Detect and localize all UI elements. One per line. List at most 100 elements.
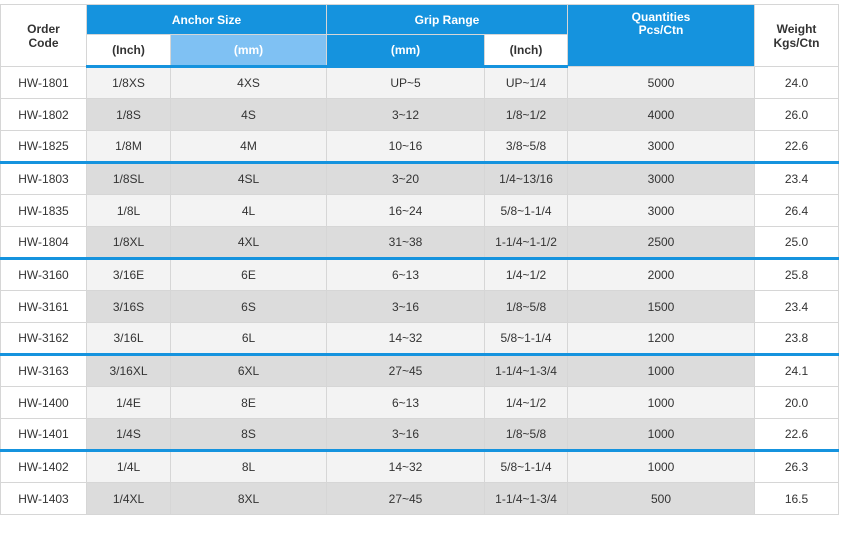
anchor-size-mm-cell: 4XS [169,66,328,99]
grip-range-inch-cell: 1/8~1/2 [484,98,569,131]
weight-cell: 20.0 [754,386,840,419]
order-code-cell: HW-3162 [0,322,87,356]
grip-range-inch-cell: 1-1/4~1-1/2 [484,226,569,260]
weight-cell: 24.0 [754,66,840,99]
anchor-size-inch-cell: 1/8L [86,194,171,227]
anchor-size-mm-cell: 8XL [169,482,328,515]
quantity-cell: 1000 [567,450,756,483]
grip-range-inch-cell: 1/8~5/8 [484,418,569,452]
anchor-size-inch-cell: 1/8SL [86,162,171,195]
weight-cell: 26.4 [754,194,840,227]
grip-range-mm-cell: 14~32 [326,450,486,483]
order-code-cell: HW-1803 [0,162,87,195]
order-code-cell: HW-1835 [0,194,87,227]
table-row: HW-3163 3/16XL 6XL 27~45 1-1/4~1-3/4 1000 24.1 [0,354,840,387]
anchor-size-mm-cell: 4SL [169,162,328,195]
weight-cell: 22.6 [754,130,840,164]
quantity-cell: 3000 [567,130,756,164]
grip-range-inch-cell: 5/8~1-1/4 [484,194,569,227]
subheader-grip-inch: (Inch) [484,34,569,68]
grip-range-mm-cell: UP~5 [326,66,486,99]
anchor-size-inch-cell: 3/16E [86,258,171,291]
quantity-cell: 2000 [567,258,756,291]
grip-range-inch-cell: UP~1/4 [484,66,569,99]
header-order-code: Order Code [0,4,87,67]
table-row: HW-1801 1/8XS 4XS UP~5 UP~1/4 5000 24.0 [0,66,840,99]
header-quantities-line1: Quantities [631,10,691,24]
header-quantities: Quantities Pcs/Ctn [567,4,756,67]
order-code-cell: HW-1802 [0,98,87,131]
anchor-size-inch-cell: 1/4E [86,386,171,419]
weight-cell: 23.4 [754,290,840,323]
grip-range-mm-cell: 27~45 [326,482,486,515]
subheader-anchor-inch: (Inch) [86,34,171,68]
header-anchor-size: Anchor Size [85,4,328,35]
quantity-cell: 1000 [567,418,756,452]
quantity-cell: 1500 [567,290,756,323]
weight-cell: 24.1 [754,354,840,387]
anchor-size-mm-cell: 6E [169,258,328,291]
grip-range-inch-cell: 1/4~13/16 [484,162,569,195]
header-quantities-line2: Pcs/Ctn [638,23,684,37]
table-row: HW-1825 1/8M 4M 10~16 3/8~5/8 3000 22.6 [0,130,840,164]
grip-range-mm-cell: 14~32 [326,322,486,356]
grip-range-mm-cell: 3~20 [326,162,486,195]
table-row: HW-3161 3/16S 6S 3~16 1/8~5/8 1500 23.4 [0,290,840,323]
header-order-code-line2: Code [28,35,59,50]
grip-range-mm-cell: 3~16 [326,290,486,323]
table-row: HW-1835 1/8L 4L 16~24 5/8~1-1/4 3000 26.4 [0,194,840,227]
grip-range-mm-cell: 6~13 [326,258,486,291]
grip-range-inch-cell: 5/8~1-1/4 [484,450,569,483]
order-code-cell: HW-1804 [0,226,87,260]
grip-range-mm-cell: 10~16 [326,130,486,164]
anchor-size-inch-cell: 1/8S [86,98,171,131]
anchor-size-mm-cell: 4XL [169,226,328,260]
table-row: HW-1403 1/4XL 8XL 27~45 1-1/4~1-3/4 500 16.5 [0,482,840,515]
grip-range-mm-cell: 3~12 [326,98,486,131]
grip-range-inch-cell: 1/4~1/2 [484,386,569,419]
anchor-size-inch-cell: 3/16XL [86,354,171,387]
anchor-size-mm-cell: 6S [169,290,328,323]
table-body: HW-1801 1/8XS 4XS UP~5 UP~1/4 5000 24.0 HW-1802… [0,66,840,515]
weight-cell: 22.6 [754,418,840,452]
order-code-cell: HW-1402 [0,450,87,483]
weight-cell: 26.3 [754,450,840,483]
weight-cell: 23.8 [754,322,840,356]
grip-range-inch-cell: 1-1/4~1-3/4 [484,354,569,387]
anchor-size-inch-cell: 1/8XS [86,66,171,99]
order-code-cell: HW-1401 [0,418,87,452]
anchor-size-mm-cell: 4L [169,194,328,227]
anchor-size-mm-cell: 4S [169,98,328,131]
order-code-cell: HW-1825 [0,130,87,164]
header-order-code-line1: Order [27,21,60,36]
quantity-cell: 3000 [567,162,756,195]
header-weight-line1: Weight [776,21,817,36]
weight-cell: 25.0 [754,226,840,260]
order-code-cell: HW-3160 [0,258,87,291]
quantity-cell: 5000 [567,66,756,99]
table-row: HW-1803 1/8SL 4SL 3~20 1/4~13/16 3000 23.4 [0,162,840,195]
anchor-size-mm-cell: 4M [169,130,328,164]
anchor-size-mm-cell: 8S [169,418,328,452]
grip-range-mm-cell: 16~24 [326,194,486,227]
grip-range-inch-cell: 1-1/4~1-3/4 [484,482,569,515]
grip-range-mm-cell: 3~16 [326,418,486,452]
order-code-cell: HW-1403 [0,482,87,515]
grip-range-inch-cell: 1/8~5/8 [484,290,569,323]
quantity-cell: 500 [567,482,756,515]
grip-range-inch-cell: 3/8~5/8 [484,130,569,164]
anchor-size-inch-cell: 1/4L [86,450,171,483]
anchor-size-inch-cell: 1/8M [86,130,171,164]
weight-cell: 26.0 [754,98,840,131]
anchor-size-mm-cell: 8L [169,450,328,483]
anchor-size-inch-cell: 1/8XL [86,226,171,260]
order-code-cell: HW-3161 [0,290,87,323]
table-row: HW-1400 1/4E 8E 6~13 1/4~1/2 1000 20.0 [0,386,840,419]
anchor-size-mm-cell: 8E [169,386,328,419]
quantity-cell: 1000 [567,354,756,387]
quantity-cell: 1200 [567,322,756,356]
order-code-cell: HW-1801 [0,66,87,99]
weight-cell: 23.4 [754,162,840,195]
table-row: HW-1802 1/8S 4S 3~12 1/8~1/2 4000 26.0 [0,98,840,131]
subheader-anchor-mm: (mm) [169,34,328,68]
